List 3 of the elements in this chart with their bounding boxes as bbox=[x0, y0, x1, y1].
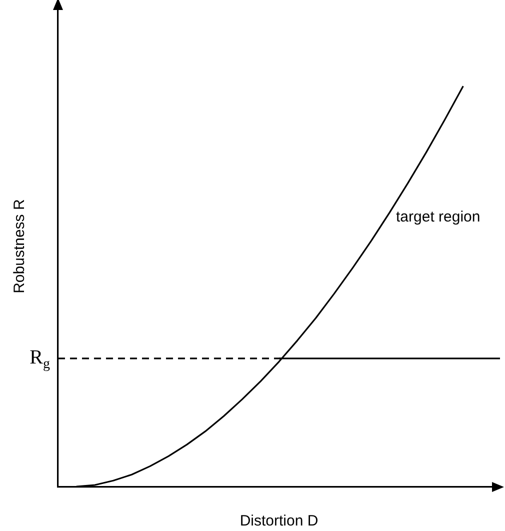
annotation: target region bbox=[396, 208, 480, 226]
y-axis-title: Robustness R bbox=[11, 199, 28, 294]
x-axis-title: Distortion D bbox=[240, 512, 318, 530]
